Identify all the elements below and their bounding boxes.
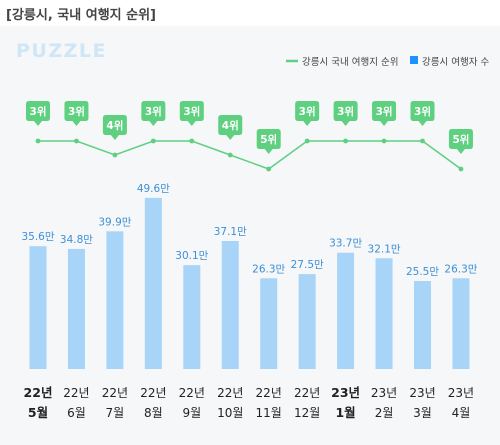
rank-point bbox=[35, 138, 41, 144]
rank-callout bbox=[410, 101, 435, 126]
bar-value-label: 25.5만 bbox=[406, 266, 439, 278]
x-tick-year: 23년 bbox=[371, 386, 397, 400]
rank-point bbox=[74, 138, 79, 144]
bar-value-label: 27.5만 bbox=[291, 259, 324, 271]
rank-callout bbox=[218, 115, 243, 140]
rank-callout bbox=[256, 129, 281, 154]
legend-line-label: 강릉시 국내 여행지 순위 bbox=[302, 56, 398, 68]
rank-callout bbox=[295, 101, 320, 126]
rank-point bbox=[150, 138, 156, 144]
legend-bar-swatch bbox=[410, 56, 418, 64]
bar-value-label: 30.1만 bbox=[175, 250, 208, 262]
chart-panel bbox=[0, 26, 500, 445]
bar bbox=[414, 281, 431, 369]
x-tick-year: 22년 bbox=[102, 386, 128, 400]
rank-callout bbox=[141, 101, 166, 126]
rank-label: 3위 bbox=[376, 105, 393, 118]
bar-value-label: 35.6만 bbox=[21, 231, 54, 243]
rank-callout bbox=[102, 115, 127, 140]
rank-line bbox=[38, 140, 462, 170]
rank-point bbox=[227, 152, 233, 158]
rank-callout bbox=[372, 101, 397, 126]
x-tick-month: 3월 bbox=[413, 406, 432, 420]
rank-label: 4위 bbox=[106, 119, 123, 132]
legend-bar-label: 강릉시 여행자 수 bbox=[422, 56, 489, 68]
x-tick-month: 6월 bbox=[67, 406, 86, 420]
x-tick-year: 22년 bbox=[217, 386, 243, 400]
rank-point bbox=[343, 138, 348, 144]
x-tick-year: 23년 bbox=[409, 386, 435, 400]
rank-label: 3위 bbox=[414, 105, 431, 118]
x-tick-year: 22년 bbox=[24, 385, 53, 400]
x-tick-month: 8월 bbox=[144, 406, 163, 420]
x-tick-year: 22년 bbox=[179, 386, 205, 400]
rank-label: 3위 bbox=[337, 105, 354, 118]
x-tick-month: 5월 bbox=[28, 405, 48, 420]
rank-point bbox=[381, 138, 387, 144]
rank-point bbox=[112, 152, 118, 158]
rank-callout bbox=[333, 101, 358, 126]
rank-point bbox=[420, 138, 425, 144]
rank-label: 5위 bbox=[452, 133, 469, 146]
rank-label: 3위 bbox=[145, 105, 162, 118]
x-tick-year: 22년 bbox=[294, 386, 320, 400]
x-tick-month: 11월 bbox=[256, 406, 282, 420]
rank-point bbox=[304, 138, 310, 144]
bar-value-label: 32.1만 bbox=[368, 243, 401, 255]
rank-label: 3위 bbox=[30, 105, 47, 118]
x-tick-year: 22년 bbox=[63, 386, 89, 400]
rank-label: 3위 bbox=[68, 105, 85, 118]
bar bbox=[144, 197, 162, 369]
bar bbox=[337, 252, 355, 369]
x-tick-month: 1월 bbox=[335, 405, 355, 420]
legend: 강릉시 국내 여행지 순위 강릉시 여행자 수 bbox=[286, 56, 489, 68]
rank-label: 3위 bbox=[183, 105, 200, 118]
bar bbox=[106, 231, 124, 369]
x-tick-year: 22년 bbox=[256, 386, 282, 400]
x-tick-month: 10월 bbox=[217, 406, 243, 420]
bar-value-label: 49.6만 bbox=[137, 183, 170, 195]
rank-point bbox=[266, 166, 272, 172]
x-tick-year: 22년 bbox=[140, 386, 166, 400]
bar-value-label: 26.3만 bbox=[252, 263, 285, 275]
x-tick-month: 12월 bbox=[294, 406, 320, 420]
x-axis: 22년 5월 22년 6월 22년 7월 22년 8월 22년 9월 22년 10월 22년 11월 22년… bbox=[24, 385, 475, 420]
rank-label: 3위 bbox=[299, 105, 316, 118]
x-tick-month: 4월 bbox=[452, 406, 471, 420]
rank-point bbox=[189, 138, 195, 144]
rank-callout bbox=[26, 101, 50, 126]
page-title: [강릉시, 국내 여행지 순위] bbox=[6, 8, 156, 23]
bar-series: 35.6만 34.8만 39.9만 49.6만 30.1만 37.1만 26.3만 27.5만… bbox=[21, 183, 478, 369]
rank-series: 3위 3위 4위 3위 3위 4위 5위 3위 3위 3위 3위 5위 bbox=[26, 101, 473, 172]
rank-callout bbox=[64, 101, 89, 126]
bar-value-label: 39.9만 bbox=[98, 216, 131, 228]
x-tick-year: 23년 bbox=[448, 386, 474, 400]
x-tick-month: 9월 bbox=[182, 406, 201, 420]
bar bbox=[298, 274, 316, 369]
brand-logo: PUZZLE bbox=[16, 40, 107, 62]
rank-label: 4위 bbox=[222, 119, 239, 132]
rank-label: 5위 bbox=[260, 133, 277, 146]
bar-value-label: 34.8만 bbox=[60, 234, 93, 246]
bar bbox=[452, 278, 470, 369]
bar bbox=[183, 265, 201, 369]
x-tick-year: 23년 bbox=[331, 385, 360, 400]
bar-value-label: 37.1만 bbox=[214, 226, 247, 238]
x-tick-month: 7월 bbox=[106, 406, 125, 420]
x-tick-month: 2월 bbox=[375, 406, 394, 420]
bar-value-label: 26.3만 bbox=[444, 263, 477, 275]
rank-callout bbox=[179, 101, 204, 126]
rank-callout bbox=[448, 129, 473, 154]
bar bbox=[67, 248, 85, 369]
bar bbox=[375, 258, 393, 369]
bar bbox=[221, 241, 239, 369]
bar bbox=[260, 278, 278, 369]
bar bbox=[29, 246, 47, 369]
rank-point bbox=[458, 166, 464, 172]
bar-value-label: 33.7만 bbox=[329, 238, 362, 250]
